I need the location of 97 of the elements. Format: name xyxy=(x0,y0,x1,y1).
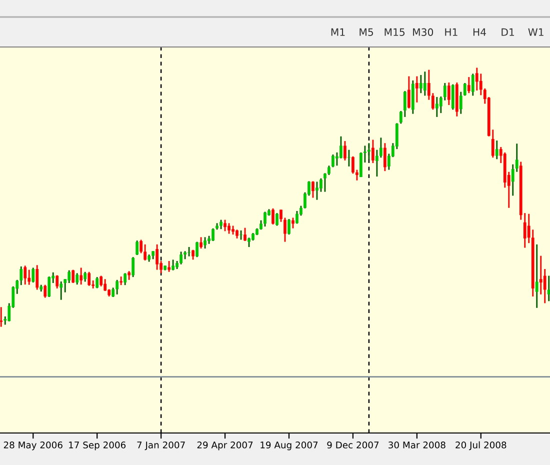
candlestick xyxy=(332,154,334,168)
x-tick-label: 30 Mar 2008 xyxy=(388,441,446,448)
x-tick-label: 28 May 2006 xyxy=(4,441,62,450)
candlestick xyxy=(419,74,422,94)
candlestick xyxy=(156,244,158,270)
candlestick xyxy=(372,139,374,164)
text: M5 xyxy=(360,28,374,36)
candlestick xyxy=(459,91,462,115)
candlestick xyxy=(384,142,386,172)
candlestick xyxy=(423,70,426,96)
candlestick xyxy=(547,275,550,302)
x-tick-label: 7 Jan 2007 xyxy=(137,441,185,450)
candlestick xyxy=(324,172,326,193)
candlestick xyxy=(44,284,47,298)
candlestick xyxy=(340,136,342,160)
candlestick xyxy=(72,269,75,284)
candlestick xyxy=(228,222,230,234)
candlestick xyxy=(312,180,314,198)
candlestick xyxy=(416,76,418,104)
candlestick xyxy=(204,236,206,250)
candlestick xyxy=(380,136,382,158)
candlestick xyxy=(196,241,198,258)
text: H1 xyxy=(445,28,458,36)
candlestick xyxy=(224,219,226,232)
candlestick xyxy=(463,82,466,96)
candlestick xyxy=(284,217,286,243)
candlestick xyxy=(144,244,146,262)
text: M15 xyxy=(384,28,405,36)
text: M30 xyxy=(413,28,434,36)
candlestick xyxy=(24,264,27,286)
x-tick-label: 20 Jul 2008 xyxy=(456,441,506,450)
candlestick xyxy=(447,82,450,106)
candlestick xyxy=(272,208,274,226)
candlestick xyxy=(539,255,542,296)
x-tick-label: 17 Sep 2006 xyxy=(69,441,126,450)
candlestick xyxy=(56,274,59,290)
candlestick xyxy=(475,67,478,92)
candlestick xyxy=(296,210,298,224)
candlestick xyxy=(467,76,470,94)
candlestick xyxy=(276,212,278,226)
x-tick-label: 19 Aug 2007 xyxy=(260,441,318,450)
text: D1 xyxy=(502,28,514,36)
candlestick xyxy=(32,267,35,284)
candlestick xyxy=(376,149,378,178)
candlestick xyxy=(124,272,127,286)
candlestick xyxy=(364,145,366,164)
candlestick xyxy=(244,227,246,242)
candlestick xyxy=(200,236,202,250)
candlestick xyxy=(240,230,242,240)
candlestick xyxy=(48,276,51,298)
candlestick xyxy=(100,275,103,288)
candlestick xyxy=(288,218,290,236)
candlestick xyxy=(220,219,222,230)
candlestick xyxy=(104,278,107,292)
candlestick xyxy=(344,140,346,162)
candlestick xyxy=(188,246,190,258)
candlestick xyxy=(408,76,410,110)
candlestick xyxy=(96,276,99,289)
candlestick xyxy=(451,84,454,110)
candlestick xyxy=(316,181,318,201)
candlestick xyxy=(320,178,322,193)
candlestick xyxy=(0,306,3,328)
candlestick xyxy=(328,164,330,176)
candlestick xyxy=(280,208,282,223)
candlestick xyxy=(136,240,138,256)
candlestick xyxy=(495,140,498,160)
candlestick xyxy=(168,260,170,273)
x-tick-label: 9 Dec 2007 xyxy=(327,441,379,448)
text: H4 xyxy=(473,28,486,36)
text: W1 xyxy=(528,28,544,36)
candlestick xyxy=(88,271,91,287)
candlestick xyxy=(132,256,134,278)
candlestick xyxy=(80,267,83,286)
candlestick xyxy=(172,258,174,272)
candlestick xyxy=(543,268,546,304)
candlestick xyxy=(84,271,87,282)
candlestick xyxy=(212,228,214,242)
candlestick xyxy=(260,220,262,230)
candlestick xyxy=(264,211,266,228)
candlestick xyxy=(180,250,182,266)
candlestick xyxy=(60,280,63,301)
text: M1 xyxy=(331,28,345,36)
candlestick xyxy=(36,264,39,290)
x-tick-label: 29 Apr 2007 xyxy=(197,441,253,450)
candlestick xyxy=(28,269,31,286)
candlestick xyxy=(435,96,438,118)
candlestick xyxy=(352,156,354,174)
candlestick xyxy=(356,169,358,182)
candlestick xyxy=(192,249,194,260)
candlestick xyxy=(68,270,71,284)
candlestick xyxy=(471,72,474,96)
candlestick xyxy=(348,149,350,168)
candlestick xyxy=(292,217,294,230)
candlestick xyxy=(116,279,119,296)
candlestick xyxy=(248,236,250,248)
candlestick xyxy=(76,272,79,286)
candlestick xyxy=(535,244,538,309)
